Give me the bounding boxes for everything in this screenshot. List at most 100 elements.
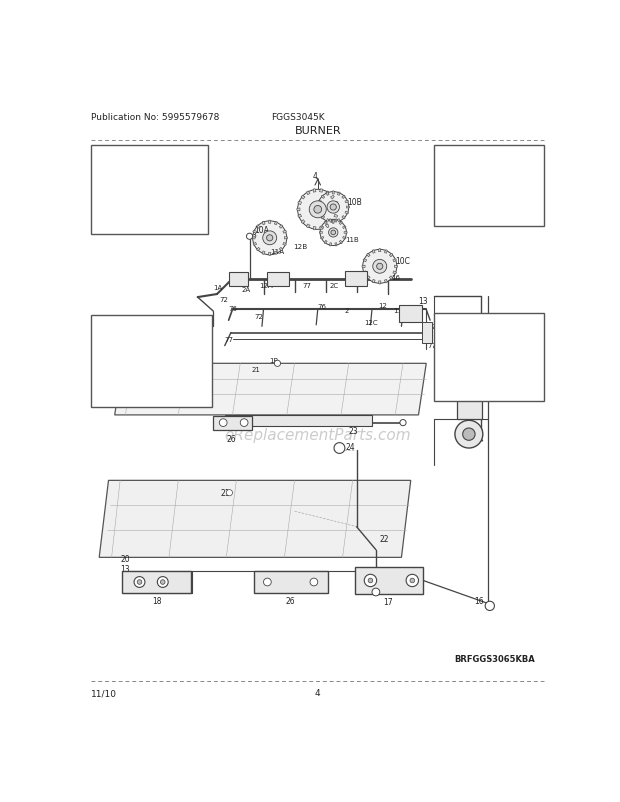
Text: 16: 16 [474, 596, 484, 605]
Text: 77: 77 [428, 342, 437, 348]
Polygon shape [279, 225, 283, 229]
Text: 25: 25 [148, 371, 157, 380]
Polygon shape [321, 196, 325, 199]
Text: 12C: 12C [365, 319, 378, 326]
Polygon shape [342, 196, 345, 199]
Text: 76: 76 [229, 306, 237, 311]
Bar [224, 415, 372, 426]
Polygon shape [339, 241, 342, 245]
Text: ⊗: ⊗ [121, 149, 126, 156]
Text: 12A: 12A [260, 283, 273, 289]
Text: 11: 11 [438, 149, 450, 158]
Text: 14: 14 [474, 435, 484, 444]
Polygon shape [321, 217, 325, 220]
Circle shape [510, 358, 526, 373]
Polygon shape [301, 196, 305, 200]
Bar [122, 182, 146, 195]
Bar [92, 146, 208, 235]
Text: 23: 23 [348, 427, 358, 436]
Circle shape [226, 490, 232, 496]
Polygon shape [268, 221, 271, 224]
Circle shape [155, 175, 198, 218]
Polygon shape [279, 248, 283, 252]
Circle shape [365, 574, 377, 587]
Bar [254, 572, 328, 593]
Polygon shape [306, 192, 310, 196]
Text: 16: 16 [391, 274, 401, 281]
Text: 77: 77 [303, 283, 311, 289]
Text: 10C: 10C [396, 256, 410, 265]
Bar [399, 306, 422, 322]
Text: 21: 21 [221, 488, 231, 497]
Polygon shape [330, 221, 334, 224]
Polygon shape [334, 202, 338, 205]
Text: 77: 77 [224, 336, 234, 342]
Polygon shape [99, 480, 410, 557]
Polygon shape [253, 243, 257, 246]
Circle shape [463, 180, 479, 196]
Text: eReplacementParts.com: eReplacementParts.com [224, 427, 411, 442]
Bar [267, 273, 289, 287]
Bar [355, 568, 423, 594]
Text: 20: 20 [120, 554, 130, 563]
Bar [133, 351, 146, 379]
Polygon shape [274, 252, 277, 255]
Polygon shape [372, 250, 375, 254]
Text: 21: 21 [252, 367, 261, 373]
Text: ⊗: ⊗ [469, 316, 475, 322]
Text: 15: 15 [463, 373, 473, 382]
Text: 77: 77 [428, 323, 437, 329]
Circle shape [263, 232, 277, 245]
Text: ⊗: ⊗ [126, 318, 132, 325]
Circle shape [327, 201, 340, 214]
Polygon shape [319, 233, 322, 234]
Text: 10B: 10B [347, 198, 362, 207]
Text: 2C: 2C [329, 283, 339, 289]
Text: 2A: 2A [242, 287, 251, 293]
Circle shape [329, 229, 338, 237]
Bar [460, 182, 482, 195]
Polygon shape [334, 215, 338, 218]
Bar [213, 416, 252, 430]
Text: 47: 47 [512, 184, 521, 193]
Circle shape [469, 359, 477, 367]
Text: 10A: 10A [254, 225, 269, 234]
Polygon shape [384, 250, 388, 254]
Circle shape [406, 574, 419, 587]
Polygon shape [262, 252, 265, 255]
Polygon shape [363, 260, 366, 262]
Text: 11B: 11B [95, 149, 113, 158]
Circle shape [241, 419, 248, 427]
Text: 26: 26 [226, 435, 236, 444]
Circle shape [320, 220, 347, 246]
Polygon shape [313, 227, 316, 231]
Text: 47: 47 [179, 362, 188, 371]
Circle shape [253, 221, 287, 255]
Polygon shape [335, 220, 337, 223]
Polygon shape [319, 189, 322, 193]
Circle shape [247, 234, 253, 240]
Polygon shape [306, 225, 310, 229]
Circle shape [410, 578, 415, 583]
Polygon shape [313, 189, 316, 193]
Text: 22: 22 [379, 535, 389, 544]
Polygon shape [283, 231, 286, 234]
Polygon shape [268, 253, 271, 256]
Polygon shape [326, 220, 329, 223]
Polygon shape [342, 217, 345, 220]
Circle shape [455, 421, 483, 448]
Polygon shape [389, 277, 393, 280]
Text: 44: 44 [468, 149, 478, 158]
Polygon shape [283, 243, 286, 246]
Polygon shape [363, 271, 366, 274]
Text: 11A: 11A [270, 249, 284, 254]
Polygon shape [257, 248, 260, 252]
Bar [434, 146, 544, 227]
Circle shape [372, 589, 379, 596]
Bar [125, 359, 154, 371]
Polygon shape [379, 249, 381, 253]
Polygon shape [347, 207, 350, 209]
Circle shape [496, 344, 539, 387]
Text: 72: 72 [254, 314, 263, 320]
Circle shape [125, 180, 143, 197]
